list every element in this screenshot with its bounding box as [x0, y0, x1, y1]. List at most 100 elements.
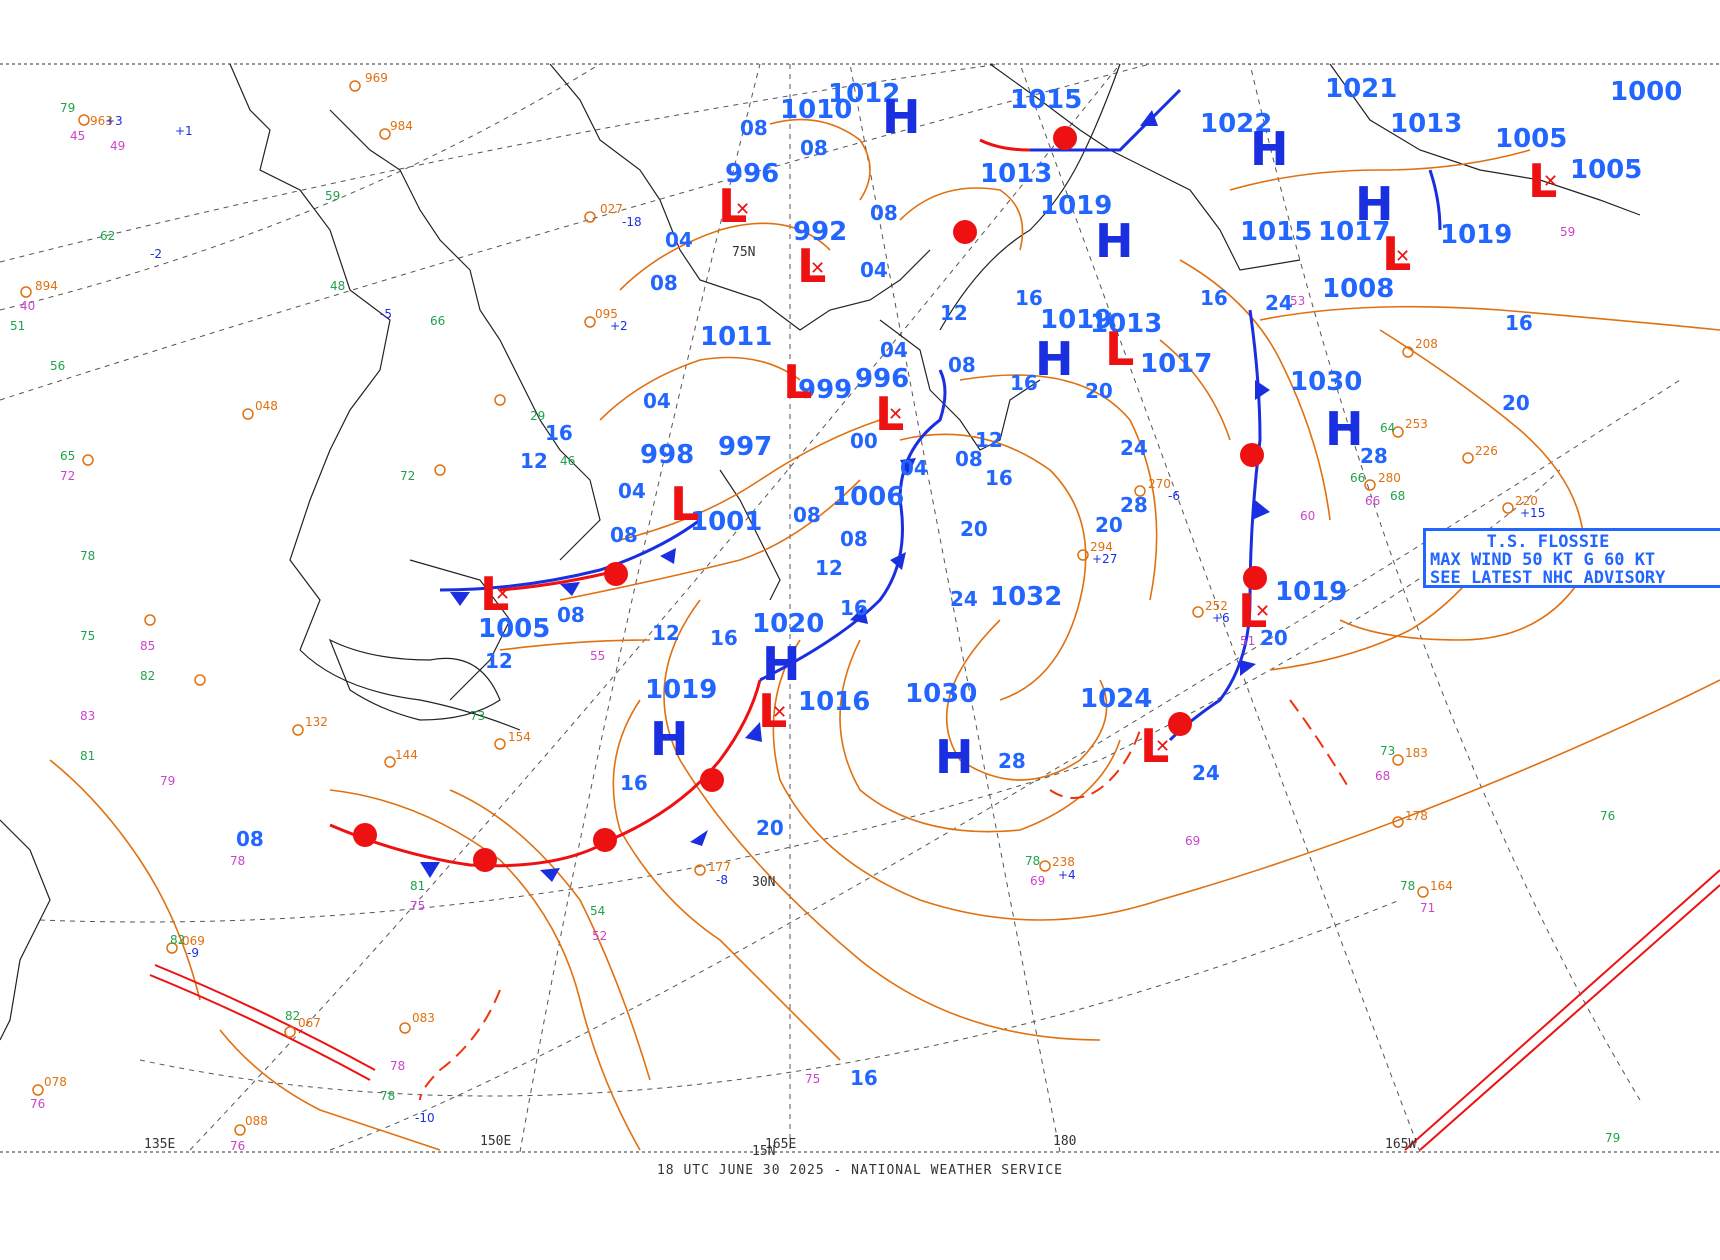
isobars	[49, 118, 1720, 1151]
svg-text:82: 82	[140, 669, 155, 683]
station-value: 280	[1378, 471, 1401, 485]
svg-text:48: 48	[330, 279, 345, 293]
trough-lines	[419, 699, 1351, 1101]
svg-text:53: 53	[1290, 294, 1305, 308]
svg-text:78: 78	[390, 1059, 405, 1073]
station-value: +2	[610, 319, 628, 333]
svg-text:52: 52	[592, 929, 607, 943]
low-letter: L	[1382, 227, 1411, 281]
low-letter: L	[797, 239, 826, 293]
lat-label: 15N	[752, 1144, 775, 1159]
station-circles	[20, 80, 1514, 1136]
station-value: +3	[105, 114, 123, 128]
isobar-label: 08	[740, 116, 768, 140]
storm-wind: MAX WIND 50 KT G 60 KT	[1430, 550, 1656, 570]
high-center: 1012 H	[828, 79, 921, 144]
svg-text:68: 68	[1375, 769, 1390, 783]
station-value: 894	[35, 279, 58, 293]
station-value: -18	[622, 215, 642, 229]
station-value: 088	[245, 1114, 268, 1128]
isobar-label: 16	[1010, 371, 1038, 395]
station-value: 078	[44, 1075, 67, 1089]
lat-label: 75N	[732, 245, 755, 260]
pressure-value: 1019	[1040, 191, 1112, 221]
svg-text:49: 49	[110, 139, 125, 153]
pressure-value: 1019	[1040, 305, 1112, 335]
isobar-label: 08	[557, 603, 585, 627]
svg-text:66: 66	[1365, 494, 1380, 508]
svg-text:72: 72	[60, 469, 75, 483]
high-letter: H	[935, 730, 974, 784]
high-center: 1030 H	[905, 679, 977, 784]
isobar-label: 20	[756, 816, 784, 840]
high-letter: H	[882, 90, 921, 144]
station-value: 294	[1090, 540, 1113, 554]
high-letter: H	[1355, 177, 1394, 231]
station-value: +1	[175, 124, 193, 138]
high-letter: H	[1095, 214, 1134, 268]
isobar-label: 24	[1120, 436, 1148, 460]
isobar-label: 04	[643, 389, 671, 413]
svg-text:29: 29	[530, 409, 545, 423]
svg-text:78: 78	[230, 854, 245, 868]
pressure-value: 1013	[1090, 309, 1162, 339]
isobar-label: 20	[1502, 391, 1530, 415]
pressure-value: 1005	[1570, 155, 1642, 185]
isobar-label: 20	[1260, 626, 1288, 650]
low-letter: L	[783, 355, 812, 409]
pressure-value: 1015	[1240, 217, 1312, 247]
svg-text:66: 66	[430, 314, 445, 328]
isobar-label: 08	[610, 523, 638, 547]
isobar-label: 00	[850, 429, 878, 453]
station-value: -9	[187, 946, 199, 960]
station-value: -8	[716, 873, 728, 887]
isobar-label: 16	[985, 466, 1013, 490]
low-center: 1008 L ✕	[1322, 227, 1411, 304]
isobar-label: 24	[1192, 761, 1220, 785]
isobar-label: 16	[850, 1066, 878, 1090]
isobar-label: 20	[960, 517, 988, 541]
lon-label: 150E	[480, 1134, 511, 1149]
high-center: 1020 H	[752, 609, 824, 691]
isobar-label: 08	[948, 353, 976, 377]
high-center: 1021 H	[1325, 74, 1397, 231]
svg-text:64: 64	[1380, 421, 1395, 435]
svg-text:54: 54	[590, 904, 605, 918]
svg-text:72: 72	[400, 469, 415, 483]
isobar-label: 04	[618, 479, 646, 503]
high-letter: H	[1035, 332, 1074, 386]
pressure-value: 1013	[980, 159, 1052, 189]
pressure-value: 1032	[990, 582, 1062, 612]
isobar-label: 20	[1095, 513, 1123, 537]
high-letter: H	[1250, 122, 1289, 176]
svg-text:78: 78	[1400, 879, 1415, 893]
svg-text:85: 85	[140, 639, 155, 653]
storm-advisory: SEE LATEST NHC ADVISORY	[1430, 568, 1666, 588]
isobar-label: 12	[652, 621, 680, 645]
pressure-value: 1016	[798, 687, 870, 717]
pressure-value: 1021	[1325, 74, 1397, 104]
station-value: 067	[298, 1016, 321, 1030]
svg-text:75: 75	[805, 1072, 820, 1086]
station-value: 963	[90, 114, 113, 128]
isobar-label: 16	[840, 596, 868, 620]
isobar-label: 16	[1015, 286, 1043, 310]
grid-labels: 75N 30N 15N 135E 150E 165E 180 165W	[144, 245, 1416, 1159]
station-value: +27	[1092, 552, 1117, 566]
isobar-label: 08	[955, 447, 983, 471]
pressure-value: 998	[640, 440, 694, 470]
low-center: 996 L ✕	[718, 159, 779, 233]
isobar-label: 12	[485, 649, 513, 673]
low-letter: L	[1140, 719, 1169, 773]
station-value: 048	[255, 399, 278, 413]
svg-text:82: 82	[285, 1009, 300, 1023]
isobar-label: 28	[1360, 444, 1388, 468]
pressure-value: 1019	[645, 675, 717, 705]
low-letter: L	[1528, 154, 1557, 208]
svg-text:83: 83	[80, 709, 95, 723]
svg-text:75: 75	[410, 899, 425, 913]
station-value: -10	[415, 1111, 435, 1125]
station-value: 220	[1515, 494, 1538, 508]
station-value: -2	[150, 247, 162, 261]
